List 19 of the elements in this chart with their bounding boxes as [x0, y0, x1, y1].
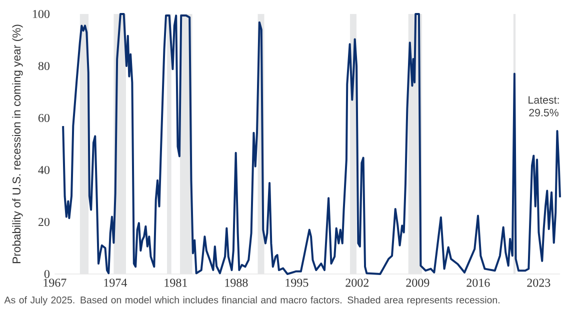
y-axis-title: Probability of U.S. recession in coming year (%) — [12, 24, 23, 264]
x-tick-label: 1974 — [104, 278, 127, 287]
y-tick-label: 80 — [38, 62, 50, 70]
annotation: Latest: 29.5% — [528, 96, 559, 116]
x-tick-label: 2016 — [466, 278, 490, 287]
x-tick-label: 1988 — [225, 278, 248, 287]
y-tick-label: 0 — [44, 270, 50, 278]
x-tick-label: 1967 — [44, 278, 66, 287]
x-tick-label: 2023 — [527, 278, 550, 287]
text: As of July 2025. Based on model which includes financial and macro factors. Shaded area represents recession. — [4, 296, 500, 306]
x-tick-label: 1981 — [164, 278, 187, 287]
x-tick-label: 1995 — [286, 278, 308, 287]
y-tick-label: 40 — [38, 166, 50, 174]
y-tick-label: 100 — [33, 10, 50, 18]
y-tick-label: 60 — [38, 114, 50, 122]
line-series — [62, 13, 562, 275]
x-tick-label: 2002 — [346, 278, 368, 287]
y-tick-label: 20 — [38, 218, 50, 226]
x-tick-label: 2009 — [406, 278, 430, 287]
